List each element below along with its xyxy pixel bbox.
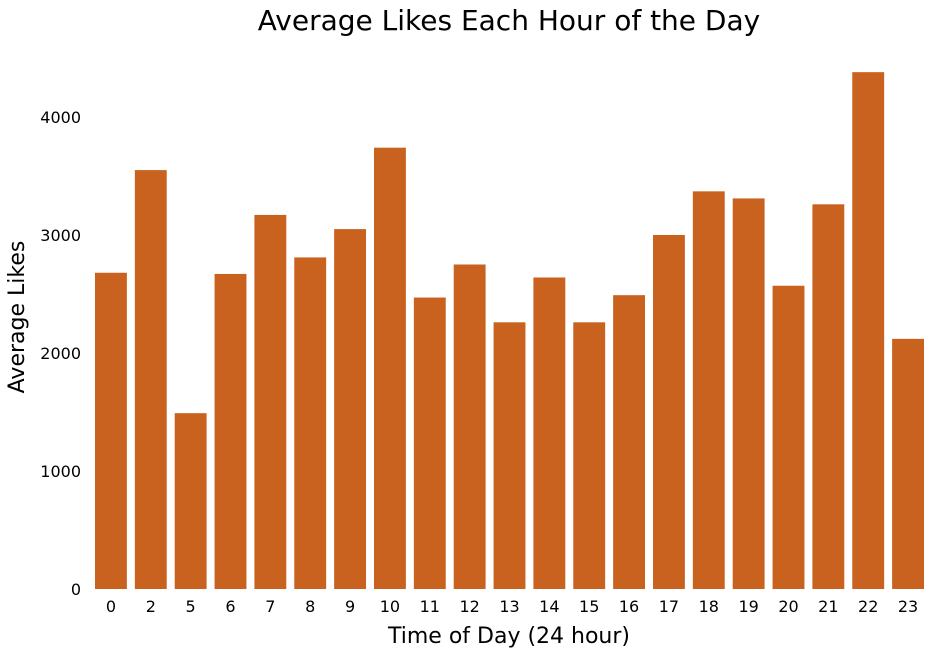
x-tick-label: 15 [579, 597, 599, 616]
y-tick-label: 0 [71, 580, 81, 599]
bar-hour-21 [812, 204, 845, 589]
y-tick-label: 2000 [40, 344, 81, 363]
bar-hour-22 [852, 72, 885, 589]
bar-hour-14 [533, 277, 566, 589]
bar-hour-18 [692, 191, 725, 589]
x-tick-label: 21 [818, 597, 838, 616]
bar-hour-8 [294, 257, 327, 589]
bar-hour-6 [214, 273, 247, 589]
bar-hour-17 [652, 235, 685, 589]
x-tick-label: 18 [699, 597, 719, 616]
x-axis-ticks: 0 2 5 6 7 8 9 10 11 12 13 14 15 16 17 18 19 20 21 22 23 [106, 597, 918, 616]
x-tick-label: 10 [380, 597, 400, 616]
bar-hour-23 [892, 338, 925, 589]
x-tick-label: 8 [305, 597, 315, 616]
bar-hour-19 [732, 198, 765, 590]
y-tick-label: 4000 [40, 108, 81, 127]
bar-hour-11 [413, 297, 446, 589]
x-tick-label: 14 [539, 597, 559, 616]
x-tick-label: 2 [146, 597, 156, 616]
bar-hour-15 [573, 322, 606, 589]
bar-hour-12 [453, 264, 486, 589]
bar-hour-16 [613, 295, 646, 589]
x-tick-label: 23 [898, 597, 918, 616]
x-tick-label: 9 [345, 597, 355, 616]
bar-hour-9 [334, 229, 367, 589]
bar-hour-5 [174, 413, 207, 589]
chart-title: Average Likes Each Hour of the Day [258, 4, 760, 37]
x-tick-label: 19 [738, 597, 758, 616]
x-axis-label: Time of Day (24 hour) [387, 624, 630, 649]
x-tick-label: 16 [619, 597, 639, 616]
x-tick-label: 0 [106, 597, 116, 616]
x-tick-label: 20 [778, 597, 798, 616]
y-tick-label: 1000 [40, 462, 81, 481]
x-tick-label: 12 [459, 597, 479, 616]
bars-group [94, 72, 925, 590]
x-tick-label: 11 [420, 597, 440, 616]
y-tick-label: 3000 [40, 226, 81, 245]
y-axis-label: Average Likes [5, 241, 30, 394]
x-tick-label: 22 [858, 597, 878, 616]
x-tick-label: 17 [659, 597, 679, 616]
x-tick-label: 5 [186, 597, 196, 616]
bar-hour-2 [134, 170, 167, 589]
x-tick-label: 6 [225, 597, 235, 616]
bar-hour-10 [373, 147, 406, 589]
y-axis-ticks: 0 1000 2000 3000 4000 [40, 108, 81, 599]
bar-hour-7 [254, 214, 287, 589]
x-tick-label: 13 [499, 597, 519, 616]
bar-hour-0 [94, 272, 127, 589]
bar-hour-13 [493, 322, 526, 589]
bar-hour-20 [772, 285, 805, 589]
x-tick-label: 7 [265, 597, 275, 616]
